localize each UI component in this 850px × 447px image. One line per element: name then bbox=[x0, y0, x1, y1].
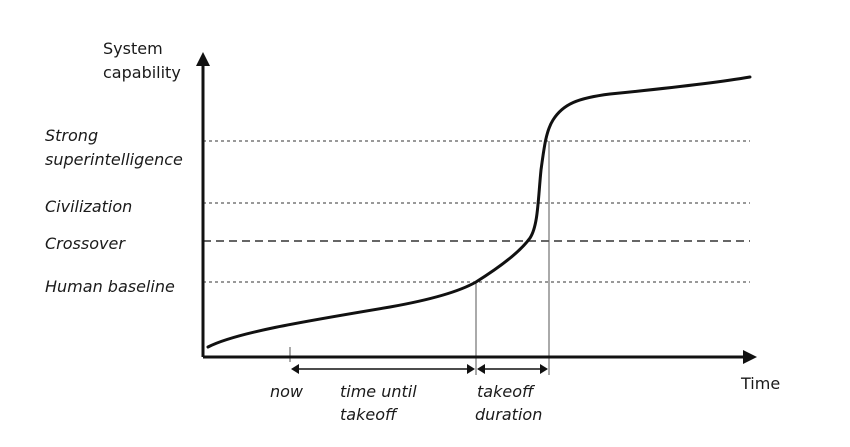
human-baseline-label: Human baseline bbox=[45, 277, 175, 296]
time-until-label-line2: takeoff bbox=[340, 405, 399, 424]
strong-superintelligence-label-line1: Strong bbox=[45, 126, 98, 145]
time-until-left-arrowhead bbox=[291, 364, 299, 374]
y-axis-label-line1: System bbox=[103, 39, 163, 58]
capability-curve bbox=[206, 75, 752, 349]
takeoff-duration-left-arrowhead bbox=[477, 364, 485, 374]
y-axis-label-line2: capability bbox=[103, 63, 181, 82]
takeoff-duration-label-line1: takeoff bbox=[477, 382, 536, 401]
civilization-label: Civilization bbox=[45, 197, 132, 216]
x-axis-arrowhead bbox=[743, 350, 757, 364]
takeoff-duration-label-line2: duration bbox=[475, 405, 542, 424]
y-axis-arrowhead bbox=[196, 52, 210, 66]
strong-superintelligence-label-line2: superintelligence bbox=[45, 150, 183, 169]
now-label: now bbox=[270, 382, 304, 401]
crossover-label: Crossover bbox=[45, 234, 126, 253]
time-until-label-line1: time until bbox=[340, 382, 417, 401]
x-axis-label: Time bbox=[740, 374, 780, 393]
time-until-right-arrowhead bbox=[467, 364, 475, 374]
takeoff-duration-right-arrowhead bbox=[540, 364, 548, 374]
